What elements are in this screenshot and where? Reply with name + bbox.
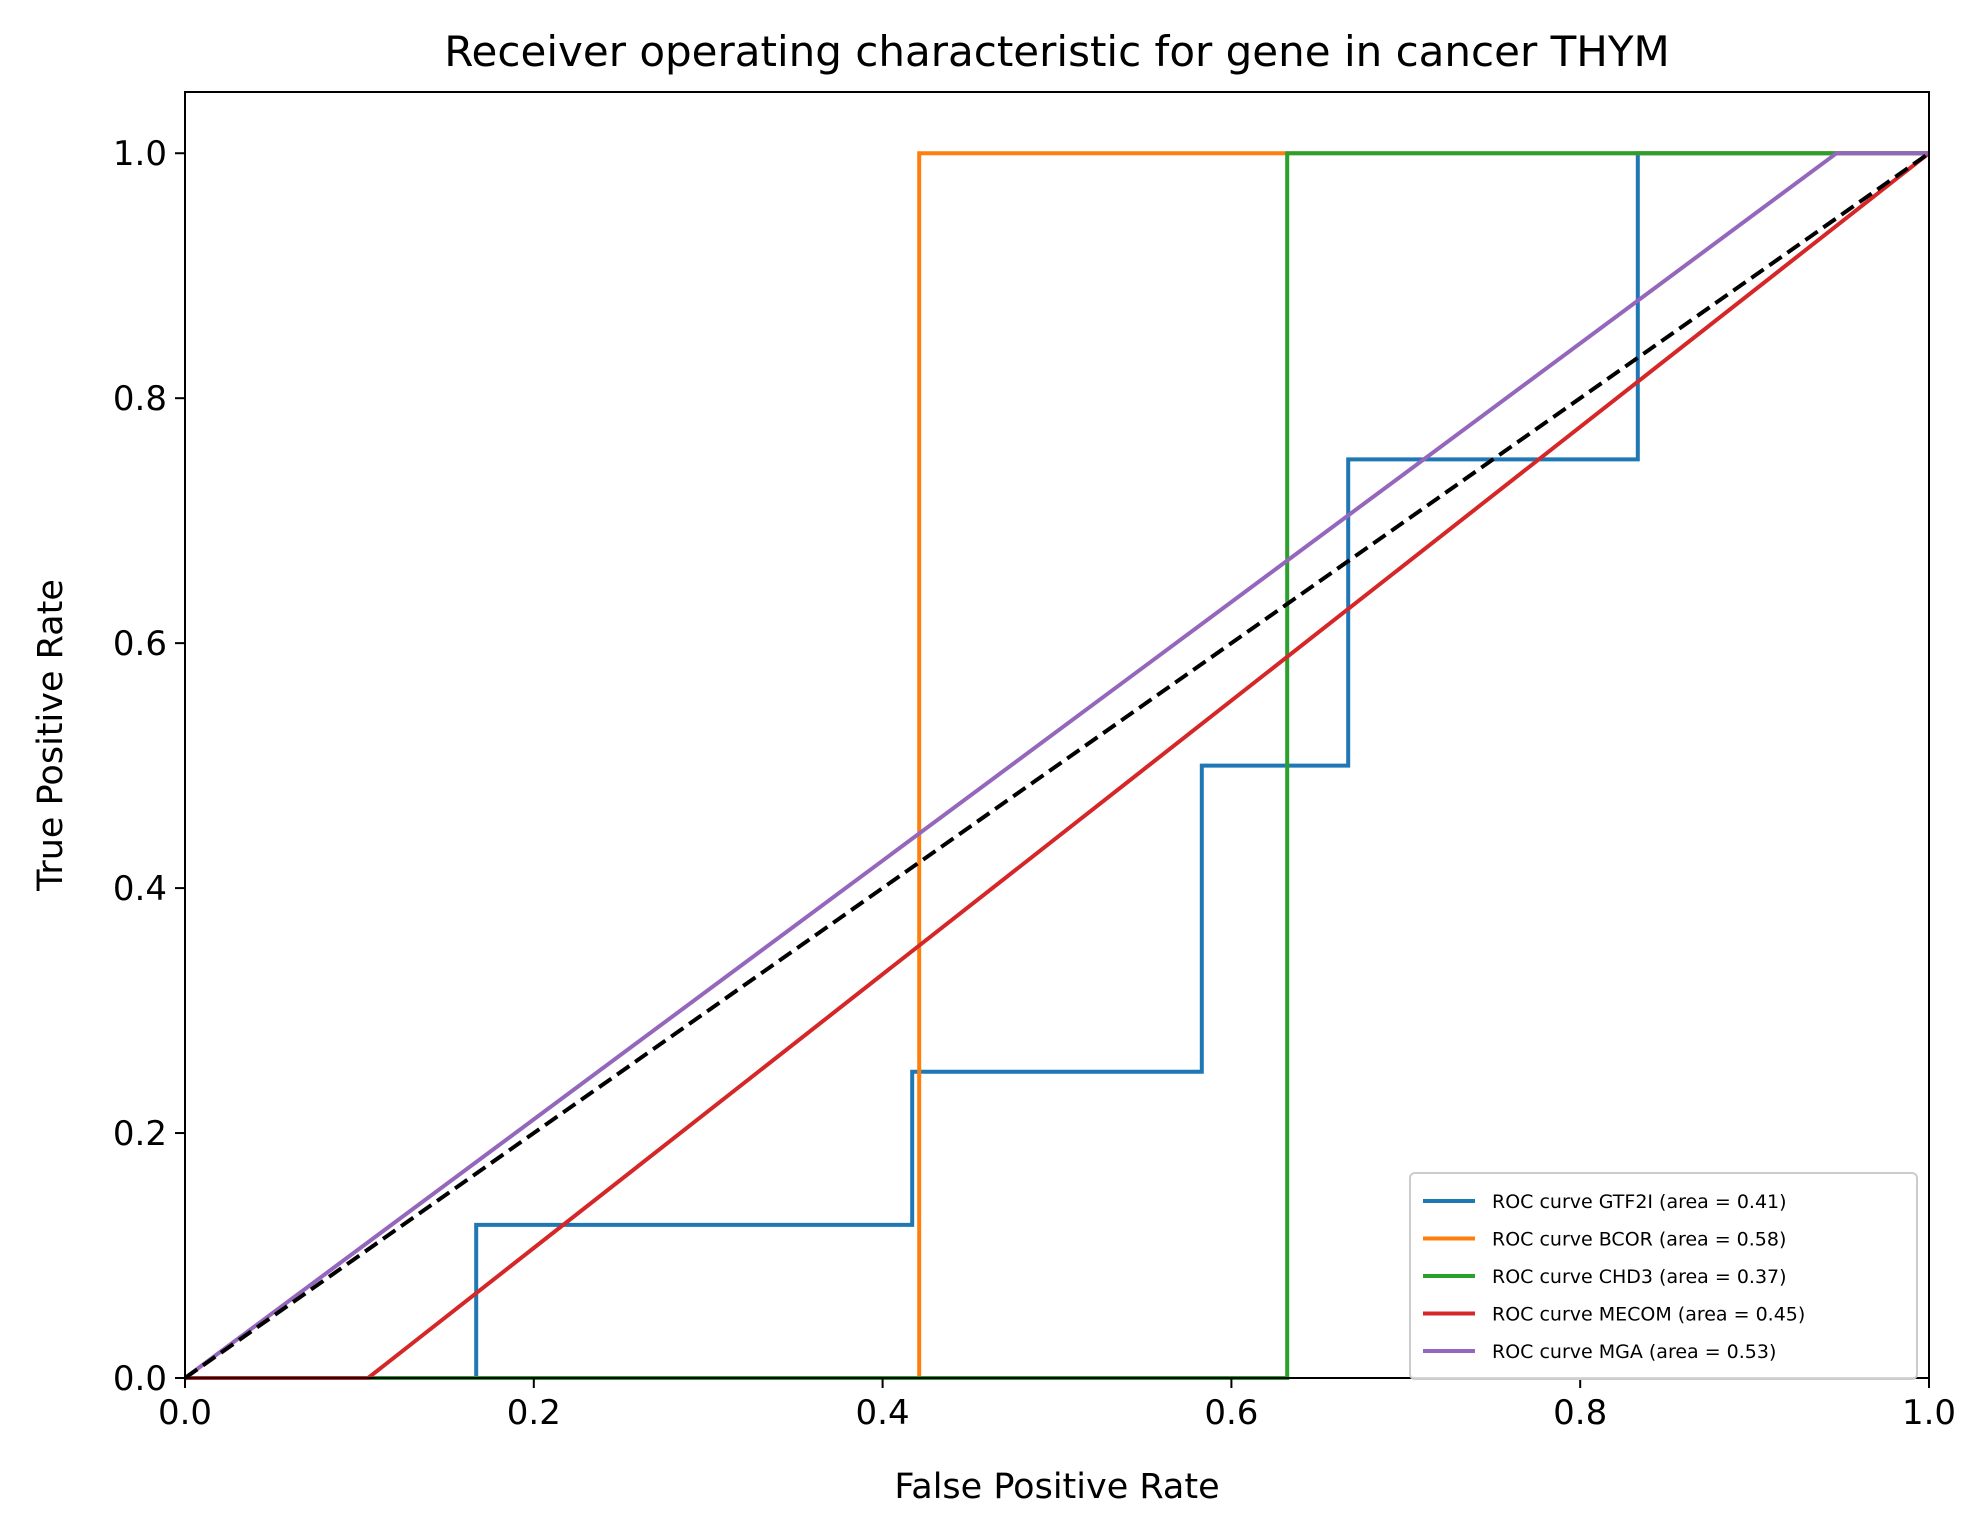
reference-diagonal-line: [183, 151, 1931, 1380]
legend-label: ROC curve MGA (area = 0.53): [1492, 1341, 1776, 1363]
roc-series-line-0: [185, 151, 1929, 1380]
y-tick-label: 0.4: [113, 869, 167, 909]
x-tick-label: 0.0: [158, 1393, 212, 1433]
y-tick-label: 0.2: [113, 1114, 167, 1154]
y-tick-label: 1.0: [113, 134, 167, 174]
y-tick-label: 0.0: [113, 1359, 167, 1399]
chart-title: Receiver operating characteristic for ge…: [444, 27, 1669, 76]
legend-label: ROC curve MECOM (area = 0.45): [1492, 1304, 1805, 1326]
y-axis: 0.0 0.2 0.4 0.6 0.8 1.0: [113, 134, 185, 1399]
x-tick-label: 0.8: [1553, 1393, 1607, 1433]
plot-frame: [184, 91, 1930, 1379]
legend: ROC curve GTF2I (area = 0.41) ROC curve B…: [1409, 1172, 1918, 1380]
legend-label: ROC curve GTF2I (area = 0.41): [1492, 1191, 1787, 1213]
x-tick-label: 1.0: [1902, 1393, 1956, 1433]
x-tick-label: 0.2: [507, 1393, 561, 1433]
x-axis: 0.0 0.2 0.4 0.6 0.8 1.0: [158, 1378, 1956, 1433]
legend-label: ROC curve CHD3 (area = 0.37): [1492, 1266, 1787, 1288]
y-tick-label: 0.6: [113, 624, 167, 664]
legend-box: [1409, 1172, 1918, 1380]
y-axis-label: True Positive Rate: [31, 579, 71, 892]
x-axis-label: False Positive Rate: [894, 1467, 1219, 1507]
roc-series-line-4: [183, 151, 1929, 1380]
legend-label: ROC curve BCOR (area = 0.58): [1492, 1229, 1786, 1251]
y-tick-label: 0.8: [113, 379, 167, 419]
x-tick-label: 0.4: [856, 1393, 910, 1433]
x-tick-label: 0.6: [1204, 1393, 1258, 1433]
